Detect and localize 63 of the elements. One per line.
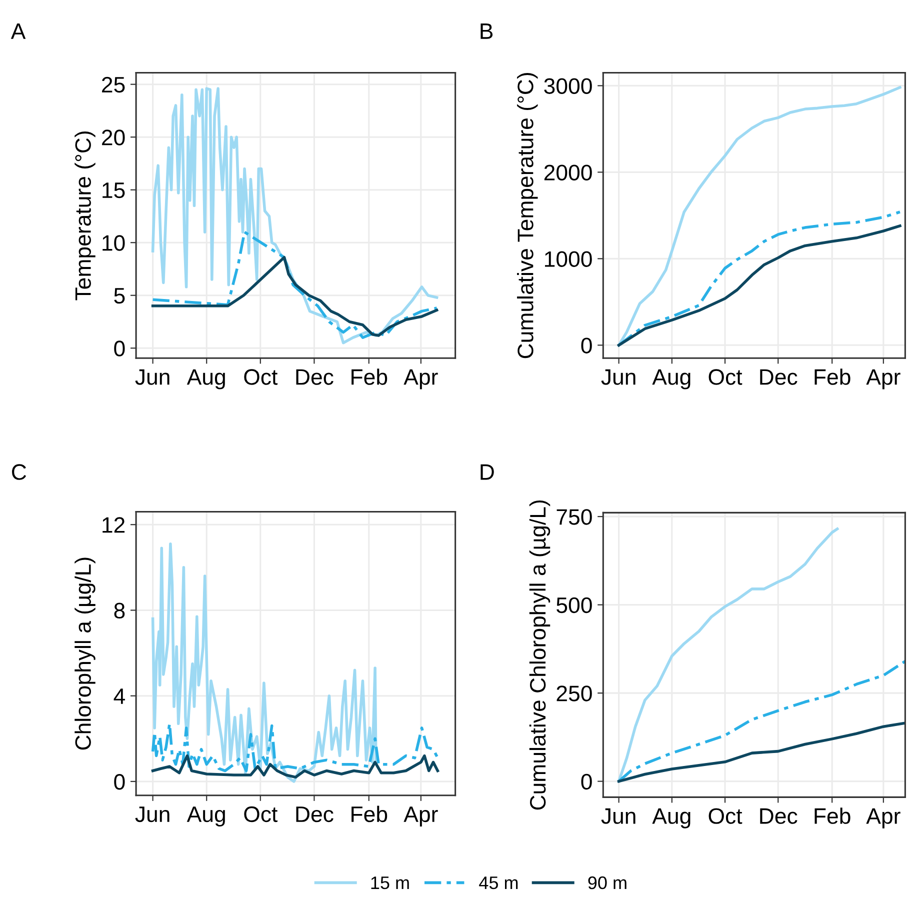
x-tick-label: Oct [244, 806, 278, 822]
y-tick-label: 500 [556, 597, 592, 614]
y-axis-title: Cumulative Temperature (°C) [517, 73, 538, 358]
x-tick-label: Apr [404, 806, 438, 827]
x-tick-label: Feb [352, 806, 388, 822]
y-tick-label: 5 [114, 288, 125, 304]
y-axis-title: Chlorophyll a (µg/L) [74, 558, 96, 750]
y-tick-label: 0 [581, 338, 592, 354]
x-tick-label: Feb [814, 808, 850, 824]
x-tick-label: Jun [135, 806, 170, 822]
y-tick-label: 4 [114, 688, 125, 704]
line-series [151, 256, 438, 337]
line-series [151, 722, 440, 772]
y-tick-label: 12 [102, 517, 125, 533]
line-series [617, 722, 906, 783]
line-series [151, 230, 438, 339]
y-tick-label: 25 [102, 76, 125, 93]
chart-title: A [10, 24, 26, 39]
legend-label: 45 m [479, 876, 518, 890]
chart-title: C [12, 464, 26, 480]
x-tick-label: Apr [866, 808, 900, 828]
x-tick-label: Dec [760, 808, 798, 824]
y-tick-label: 250 [556, 686, 592, 702]
y-tick-label: 750 [556, 509, 592, 525]
y-tick-label: 1000 [545, 251, 592, 267]
line-series [617, 528, 839, 783]
x-tick-label: Jun [135, 369, 170, 385]
x-tick-label: Dec [296, 369, 334, 385]
x-tick-label: Feb [814, 368, 850, 385]
line-series [151, 87, 438, 344]
line-series [617, 86, 902, 347]
y-tick-label: 0 [114, 774, 125, 790]
x-tick-label: Feb [352, 368, 388, 385]
legend-label: 15 m [371, 876, 409, 890]
x-tick-label: Dec [296, 806, 334, 822]
chart-title: B [480, 24, 493, 39]
x-tick-label: Apr [866, 369, 900, 390]
y-tick-label: 15 [102, 182, 125, 198]
legend-label: 90 m [588, 876, 626, 890]
line-series [617, 660, 906, 783]
line-series [151, 542, 378, 783]
x-tick-label: Oct [244, 369, 278, 385]
y-tick-label: 3000 [544, 78, 592, 94]
chart-title: D [480, 464, 494, 480]
y-tick-label: 2000 [544, 164, 592, 180]
x-tick-label: Jun [601, 369, 636, 385]
y-tick-label: 10 [102, 235, 125, 251]
x-tick-label: Aug [186, 806, 225, 827]
line-series [151, 754, 440, 779]
x-tick-label: Oct [708, 808, 742, 824]
x-tick-label: Oct [708, 369, 742, 385]
x-tick-label: Apr [404, 369, 438, 390]
y-tick-label: 0 [581, 774, 592, 790]
x-tick-label: Aug [186, 369, 225, 390]
y-axis-title: Temperature (°C) [74, 131, 96, 300]
x-tick-label: Aug [652, 808, 690, 828]
x-tick-label: Jun [601, 808, 636, 824]
y-axis-title: Cumulative Chlorophyll a (µg/L) [529, 500, 550, 810]
y-tick-label: 8 [114, 602, 125, 618]
x-tick-label: Aug [652, 369, 690, 390]
x-tick-label: Dec [760, 369, 798, 385]
y-tick-label: 20 [102, 130, 125, 146]
y-tick-label: 0 [114, 340, 125, 356]
